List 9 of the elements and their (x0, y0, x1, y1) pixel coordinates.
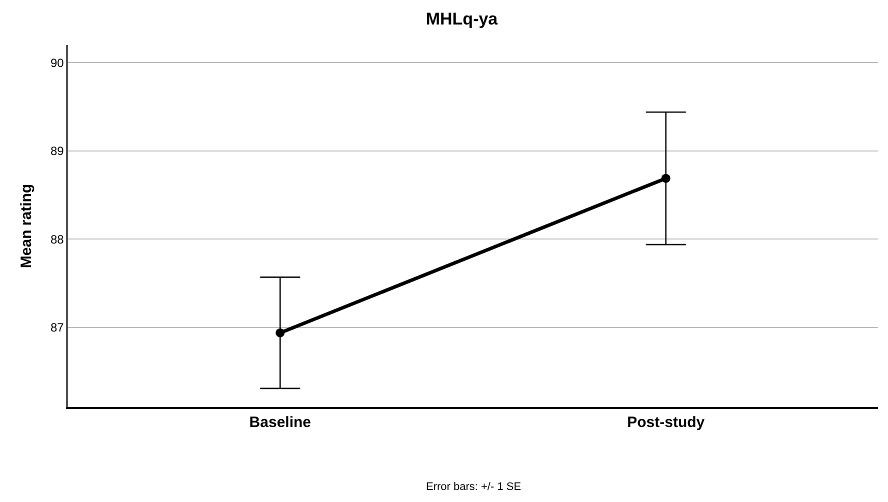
y-tick-label: 88 (50, 232, 64, 246)
text: Error bars: +/- 1 SE (426, 481, 522, 493)
y-axis-title: Mean rating (18, 184, 36, 268)
x-tick-label: Post-study (627, 414, 706, 431)
y-tick-label: 89 (50, 144, 64, 158)
y-tick-label: 87 (50, 320, 64, 335)
y-tick-label: 90 (50, 56, 64, 70)
chart-title: MHLq-ya (426, 9, 498, 28)
x-tick-label: Baseline (249, 414, 311, 431)
